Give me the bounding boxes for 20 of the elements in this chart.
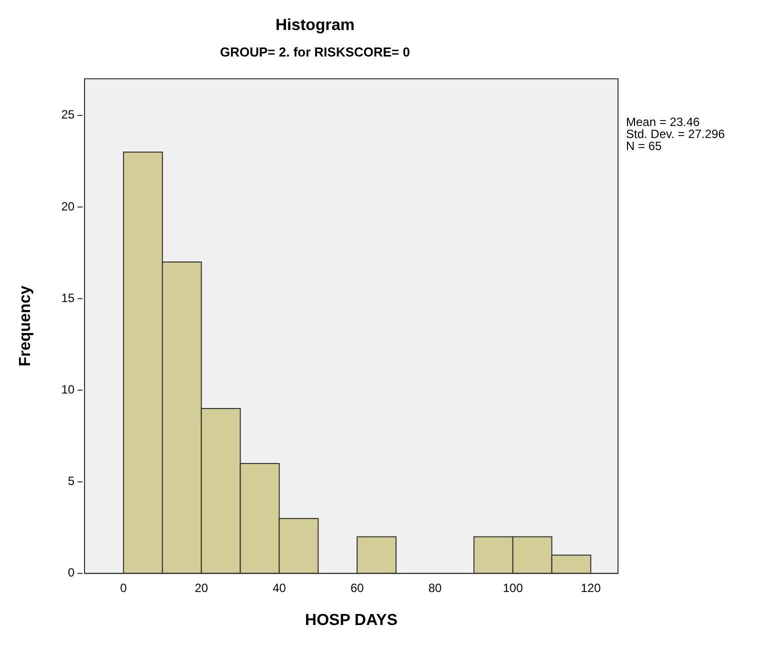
x-tick-label: 40: [272, 580, 286, 595]
text: Std. Dev. = 27.296: [626, 127, 726, 142]
x-tick-label: 80: [428, 580, 442, 595]
x-tick-label: 60: [350, 580, 364, 595]
chart-title: Histogram: [275, 17, 355, 34]
y-axis-title: Frequency: [17, 286, 34, 367]
x-axis-title: HOSP DAYS: [305, 612, 398, 629]
text: Mean = 23.46: [626, 115, 700, 130]
y-tick-label: 5: [68, 474, 75, 488]
x-tick-label: 0: [120, 580, 128, 595]
x-tick-label: 20: [194, 580, 208, 595]
y-tick-label: 25: [61, 108, 75, 122]
y-tick-label: 10: [61, 382, 75, 397]
x-tick-label: 100: [502, 580, 524, 595]
text: N = 65: [626, 139, 662, 154]
y-tick-label: 20: [61, 199, 75, 214]
y-tick-label: 0: [68, 566, 75, 580]
y-tick-label: 15: [61, 290, 75, 305]
chart-subtitle: GROUP= 2. for RISKSCORE= 0: [220, 44, 410, 60]
x-tick-label: 120: [580, 580, 602, 595]
